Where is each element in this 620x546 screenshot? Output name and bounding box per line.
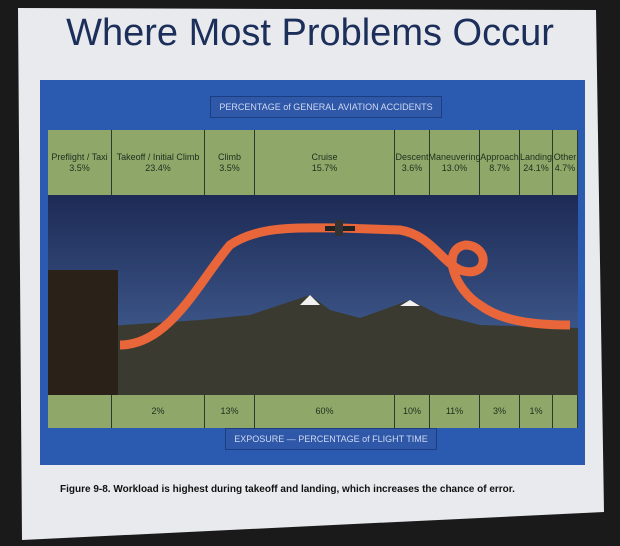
phase-name: Takeoff / Initial Climb [117,152,200,163]
accident-share: 13.0% [442,163,468,174]
phase-name: Maneuvering [428,152,480,163]
accident-share: 3.5% [69,163,90,174]
exposure-cell: 11% [430,395,480,428]
accident-share: 23.4% [145,163,171,174]
accident-share: 8.7% [489,163,510,174]
accident-share: 3.5% [219,163,240,174]
exposure-cell: 1% [520,395,553,428]
exposure-header: EXPOSURE — PERCENTAGE of FLIGHT TIME [225,428,437,450]
phase-name: Cruise [311,152,337,163]
exposure-cell: 10% [395,395,430,428]
accident-share: 3.6% [402,163,423,174]
accident-share: 24.1% [523,163,549,174]
exposure-cell: 60% [255,395,395,428]
accident-share: 4.7% [555,163,576,174]
page: Where Most Problems Occur PERCENTAGE of … [0,0,620,546]
exposure-cell: 13% [205,395,255,428]
phase-name: Descent [395,152,428,163]
exposure-cell [553,395,578,428]
phase-name: Preflight / Taxi [51,152,107,163]
caption: Figure 9-8. Workload is highest during t… [60,484,580,495]
exposure-cell [48,395,112,428]
phase-name: Other [554,152,577,163]
accident-share: 15.7% [312,163,338,174]
hangar [48,270,118,395]
title: Where Most Problems Occur [20,12,600,55]
phase-name: Approach [480,152,519,163]
backdrop [0,0,620,546]
phase-name: Climb [218,152,241,163]
exposure-cell: 3% [480,395,520,428]
accidents-header: PERCENTAGE of GENERAL AVIATION ACCIDENTS [210,96,442,118]
exposure-cell: 2% [112,395,205,428]
phase-name: Landing [520,152,552,163]
